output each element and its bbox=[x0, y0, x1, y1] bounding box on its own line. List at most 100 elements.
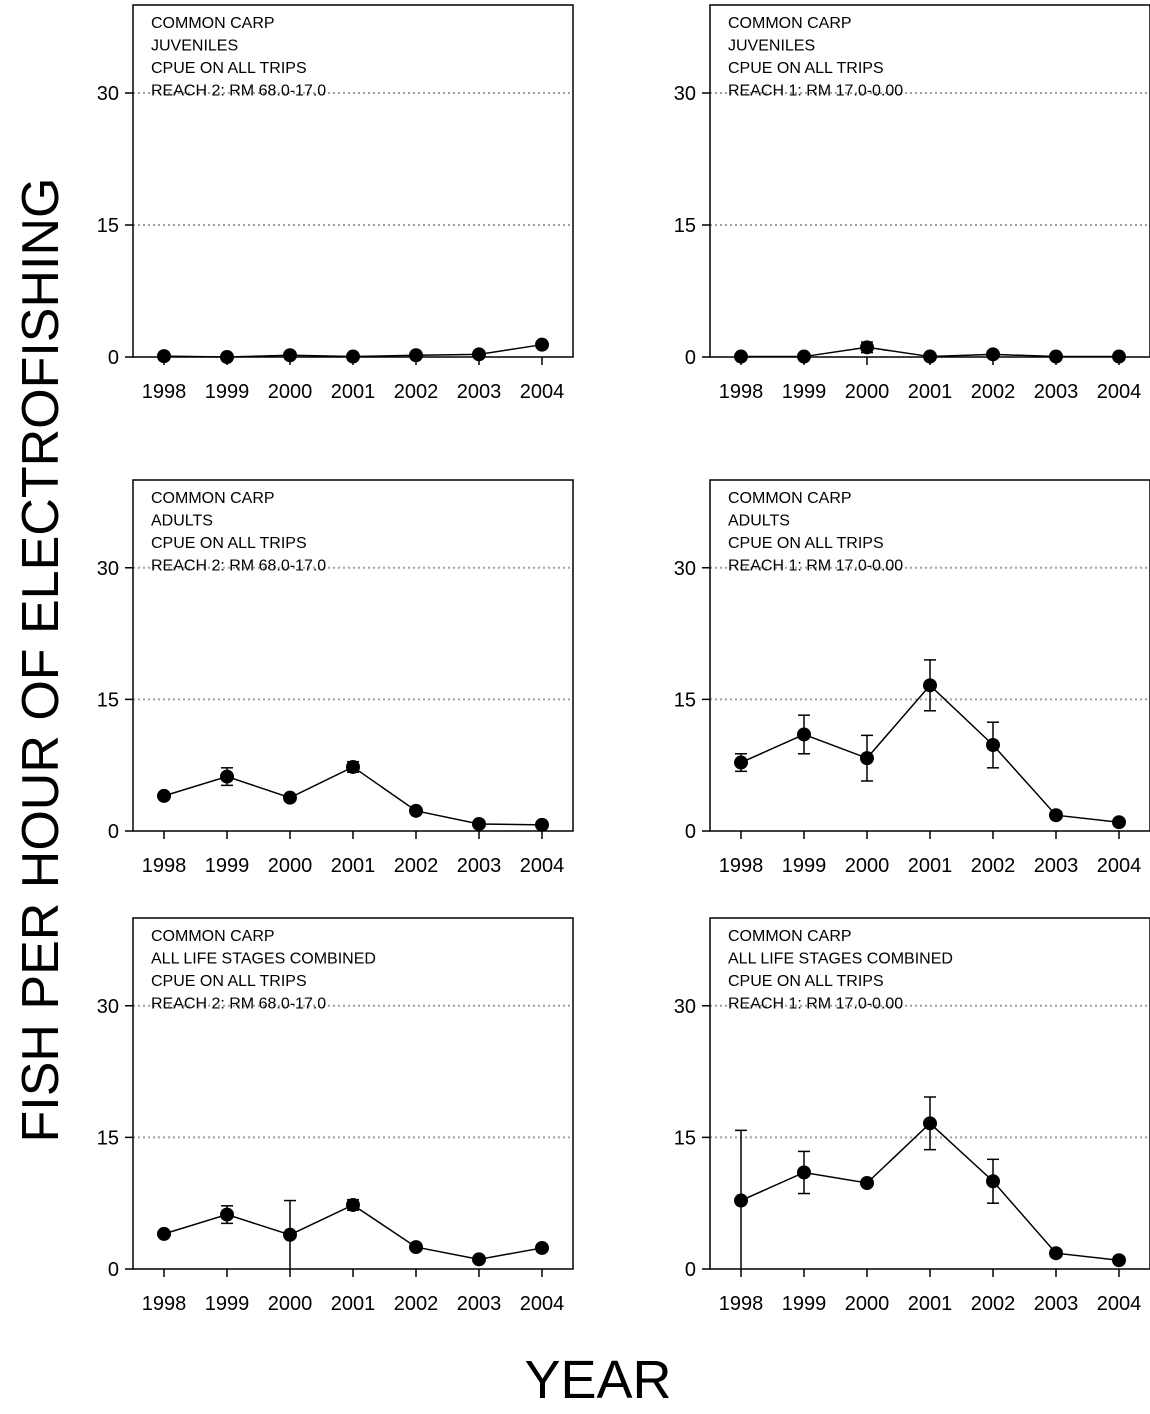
x-tick-label: 2002 bbox=[394, 1293, 439, 1315]
x-tick-label: 2003 bbox=[1034, 381, 1079, 403]
y-tick-label: 0 bbox=[685, 1259, 696, 1281]
data-point bbox=[797, 349, 811, 364]
panel-annotation-line: ALL LIFE STAGES COMBINED bbox=[151, 951, 376, 968]
data-point bbox=[283, 1227, 297, 1242]
x-tick-label: 1998 bbox=[719, 381, 764, 403]
data-point bbox=[1112, 349, 1126, 364]
x-tick-label: 1998 bbox=[719, 1293, 764, 1315]
x-tick-label: 2002 bbox=[394, 855, 439, 877]
data-point bbox=[1049, 349, 1063, 364]
y-tick-label: 0 bbox=[108, 347, 119, 369]
plot-frame bbox=[132, 479, 574, 832]
x-tick-label: 2003 bbox=[1034, 1293, 1079, 1315]
y-tick-label: 0 bbox=[108, 821, 119, 843]
data-point bbox=[734, 1193, 748, 1208]
data-point bbox=[157, 1226, 171, 1241]
panel-annotation-line: JUVENILES bbox=[728, 38, 815, 55]
data-point bbox=[986, 1174, 1000, 1189]
data-point bbox=[1049, 1246, 1063, 1261]
data-point bbox=[472, 1252, 486, 1267]
data-point bbox=[409, 1240, 423, 1255]
x-tick-label: 1999 bbox=[782, 855, 827, 877]
data-point bbox=[283, 348, 297, 363]
data-point bbox=[346, 349, 360, 364]
y-tick-label: 15 bbox=[674, 215, 696, 237]
y-tick-label: 0 bbox=[685, 347, 696, 369]
data-point bbox=[1112, 815, 1126, 830]
panel-annotation-line: REACH 1: RM 17.0-0.00 bbox=[728, 996, 903, 1013]
y-tick-label: 15 bbox=[97, 215, 119, 237]
data-point bbox=[472, 816, 486, 831]
x-tick-label: 2004 bbox=[1097, 381, 1142, 403]
panel-annotation-line: CPUE ON ALL TRIPS bbox=[728, 973, 884, 990]
y-tick-label: 15 bbox=[674, 1127, 696, 1149]
x-tick-label: 2000 bbox=[268, 1293, 313, 1315]
x-tick-label: 2001 bbox=[908, 855, 953, 877]
chart-panel-1: 0 15 30 1998 1999 2000 2001 2002 2003 2004 COMMON … bbox=[97, 4, 574, 403]
panel-annotation-line: ALL LIFE STAGES COMBINED bbox=[728, 951, 953, 968]
plot-frame bbox=[709, 917, 1150, 1270]
x-tick-label: 2000 bbox=[845, 381, 890, 403]
x-tick-label: 2004 bbox=[520, 381, 565, 403]
panel-annotation-line: COMMON CARP bbox=[151, 928, 275, 945]
data-point bbox=[220, 1207, 234, 1222]
x-tick-label: 2000 bbox=[268, 855, 313, 877]
x-tick-label: 2004 bbox=[520, 855, 565, 877]
x-tick-label: 1998 bbox=[719, 855, 764, 877]
x-tick-label: 2000 bbox=[845, 1293, 890, 1315]
x-tick-label: 1999 bbox=[782, 381, 827, 403]
chart-panel-2: 0 15 30 1998 1999 2000 2001 2002 2003 2004 COMMON … bbox=[674, 4, 1150, 403]
plot-frame bbox=[709, 4, 1150, 358]
data-point bbox=[220, 350, 234, 364]
x-tick-label: 2002 bbox=[971, 855, 1016, 877]
chart-panel-5: 0 15 30 1998 1999 2000 2001 2002 2003 2004 COMMON … bbox=[97, 917, 574, 1315]
data-point bbox=[346, 1197, 360, 1212]
data-point bbox=[346, 759, 360, 774]
panel-annotation-line: COMMON CARP bbox=[151, 15, 275, 32]
x-tick-label: 2003 bbox=[457, 1293, 502, 1315]
y-tick-label: 30 bbox=[674, 996, 696, 1018]
y-tick-label: 30 bbox=[97, 996, 119, 1018]
chart-panel-3: 0 15 30 1998 1999 2000 2001 2002 2003 2004 COMMON … bbox=[97, 479, 574, 877]
x-tick-label: 1999 bbox=[205, 855, 250, 877]
panel-annotation-line: COMMON CARP bbox=[728, 928, 852, 945]
data-point bbox=[734, 755, 748, 770]
data-point bbox=[535, 1240, 549, 1255]
x-tick-label: 2001 bbox=[331, 381, 376, 403]
data-point bbox=[220, 769, 234, 784]
data-point bbox=[472, 347, 486, 362]
chart-panel-4: 0 15 30 1998 1999 2000 2001 2002 2003 2004 COMMON … bbox=[674, 479, 1150, 877]
y-tick-label: 30 bbox=[674, 83, 696, 105]
x-tick-label: 2000 bbox=[845, 855, 890, 877]
data-point bbox=[157, 349, 171, 364]
data-point bbox=[1049, 808, 1063, 823]
y-tick-label: 30 bbox=[97, 83, 119, 105]
y-tick-label: 15 bbox=[674, 689, 696, 711]
y-tick-label: 15 bbox=[97, 1127, 119, 1149]
x-tick-label: 1998 bbox=[142, 855, 187, 877]
data-point bbox=[409, 348, 423, 363]
panel-annotation-line: CPUE ON ALL TRIPS bbox=[728, 535, 884, 552]
panel-annotation-line: JUVENILES bbox=[151, 38, 238, 55]
x-tick-label: 2001 bbox=[908, 1293, 953, 1315]
data-point bbox=[860, 340, 874, 355]
x-tick-label: 2004 bbox=[1097, 855, 1142, 877]
panel-annotation-line: ADULTS bbox=[728, 513, 790, 530]
data-point bbox=[797, 1165, 811, 1180]
data-point bbox=[535, 817, 549, 832]
panel-annotation-line: REACH 1: RM 17.0-0.00 bbox=[728, 558, 903, 575]
plot-frame bbox=[132, 4, 574, 358]
x-axis-label: YEAR bbox=[524, 1350, 671, 1410]
chart-panels: 0 15 30 1998 1999 2000 2001 2002 2003 2004 COMMON … bbox=[97, 4, 1150, 1315]
data-point bbox=[535, 337, 549, 352]
panel-annotation-line: COMMON CARP bbox=[728, 15, 852, 32]
x-tick-label: 2000 bbox=[268, 381, 313, 403]
x-tick-label: 2003 bbox=[457, 381, 502, 403]
panel-annotation-line: REACH 2: RM 68.0-17.0 bbox=[151, 996, 326, 1013]
y-tick-label: 0 bbox=[685, 821, 696, 843]
data-point bbox=[1112, 1253, 1126, 1268]
data-point bbox=[986, 738, 1000, 753]
x-tick-label: 1998 bbox=[142, 381, 187, 403]
data-point bbox=[283, 790, 297, 805]
